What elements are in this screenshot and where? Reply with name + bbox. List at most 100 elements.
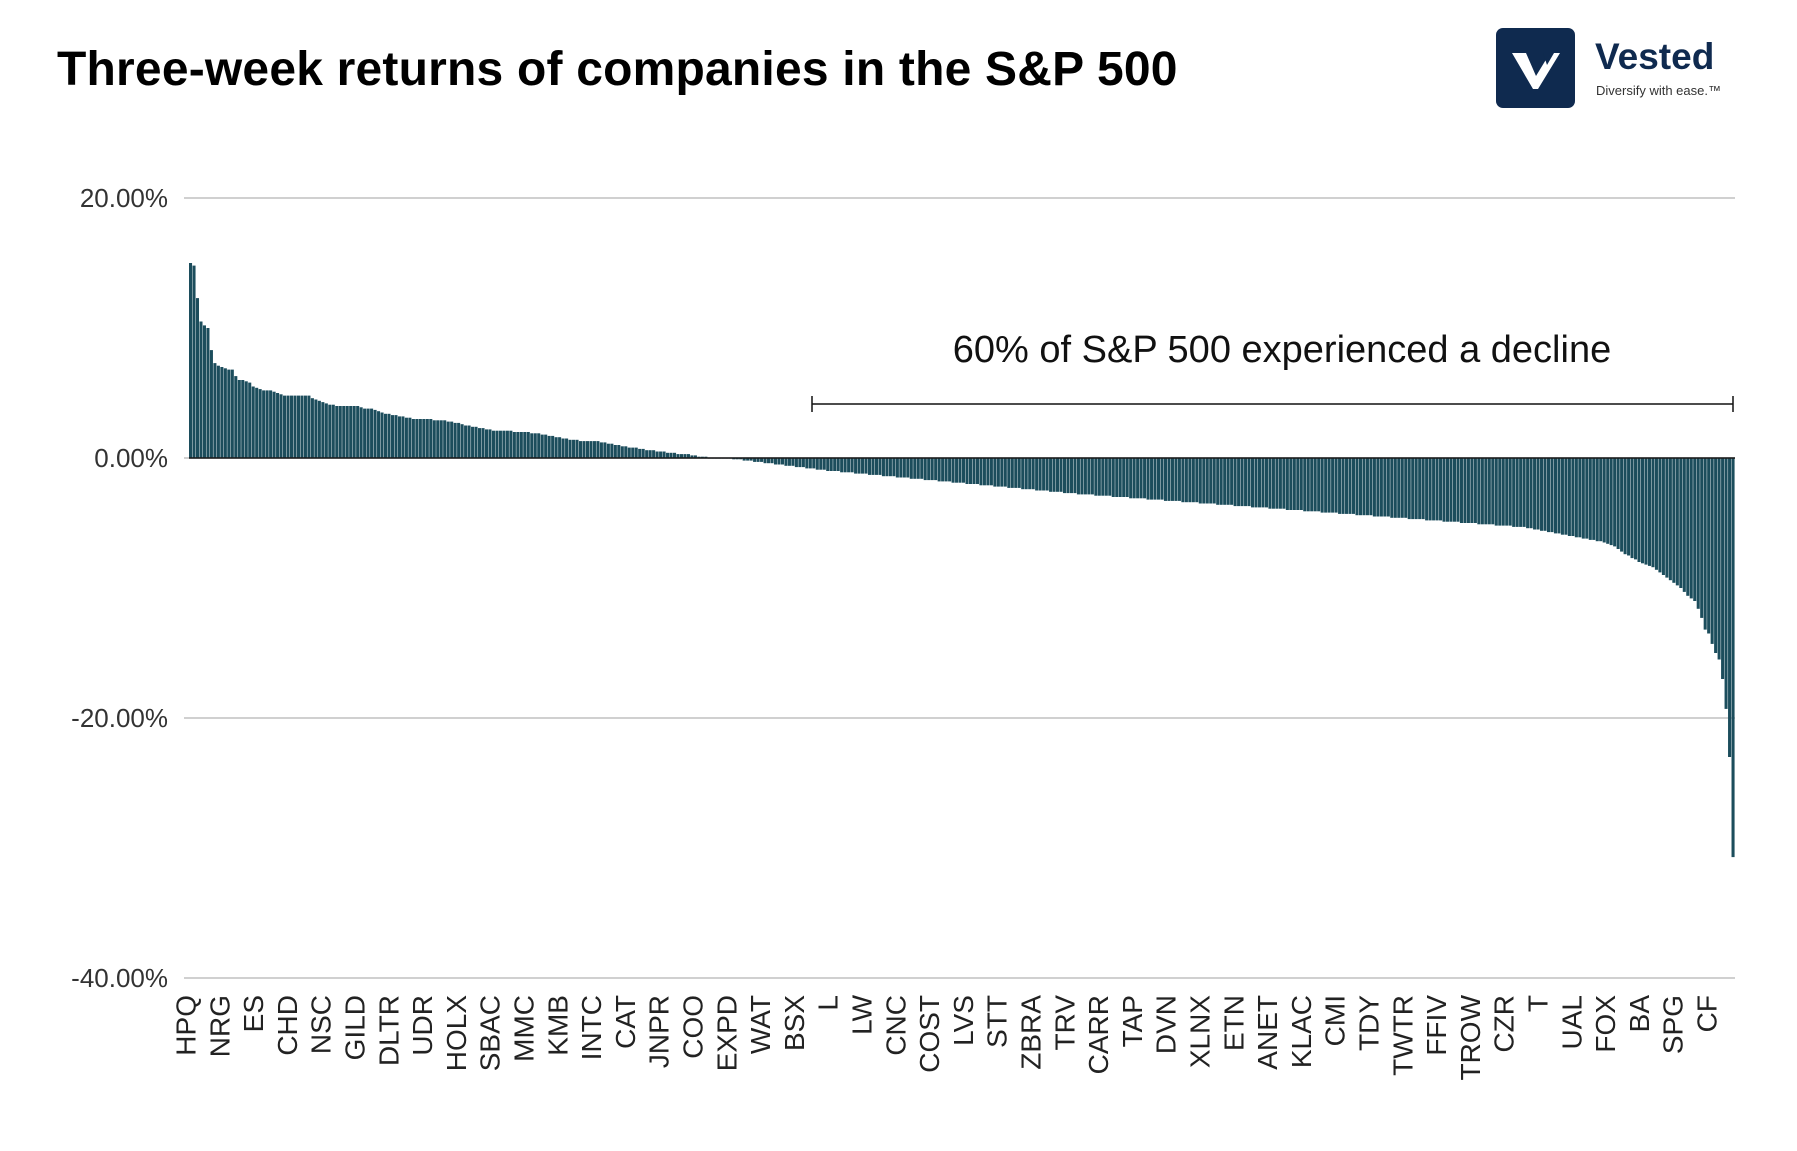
- bar: [1306, 458, 1310, 512]
- bar: [1320, 458, 1324, 513]
- bar: [773, 458, 778, 465]
- bar: [1017, 458, 1021, 488]
- x-tick-label: CHD: [272, 995, 303, 1056]
- bar: [1122, 458, 1126, 497]
- bar: [415, 419, 419, 458]
- bar: [551, 435, 555, 458]
- bar: [352, 406, 356, 458]
- bar: [1682, 458, 1686, 592]
- bar: [307, 395, 311, 458]
- bar: [1620, 458, 1624, 552]
- bar: [189, 263, 193, 458]
- bar: [1010, 458, 1014, 488]
- bar: [248, 382, 252, 458]
- bar: [1627, 458, 1631, 556]
- bar: [202, 325, 206, 458]
- x-tick-label: BA: [1624, 995, 1655, 1033]
- bar: [822, 458, 826, 470]
- bar: [1271, 458, 1275, 509]
- bar: [1233, 458, 1237, 507]
- bar: [387, 413, 391, 458]
- bar: [324, 403, 328, 458]
- bar: [1341, 458, 1345, 514]
- bar: [1299, 458, 1303, 510]
- bar: [843, 458, 847, 473]
- bar: [425, 419, 429, 458]
- bar: [1407, 458, 1411, 520]
- bar: [481, 428, 485, 458]
- bar: [749, 458, 753, 461]
- bar: [1101, 458, 1105, 496]
- bar: [610, 443, 614, 458]
- bar: [669, 452, 673, 458]
- bar: [366, 408, 370, 458]
- bar: [888, 458, 892, 477]
- bar: [641, 448, 645, 458]
- bar: [380, 412, 384, 458]
- bar: [317, 400, 321, 458]
- bar: [1365, 458, 1369, 516]
- bar: [1463, 458, 1467, 523]
- x-tick-label: T: [1523, 995, 1554, 1012]
- bar: [1668, 458, 1672, 581]
- bar: [819, 458, 823, 470]
- bar: [1616, 458, 1620, 549]
- bar: [965, 458, 969, 484]
- bar: [474, 426, 478, 458]
- x-tick-label: INTC: [576, 995, 607, 1060]
- bar: [359, 407, 363, 458]
- bar: [1658, 458, 1662, 573]
- bar: [1226, 458, 1230, 505]
- bar: [1310, 458, 1314, 512]
- bar: [1170, 458, 1174, 501]
- bar: [1369, 458, 1373, 516]
- bar: [283, 395, 287, 458]
- bar: [1505, 458, 1509, 526]
- bar: [770, 458, 774, 464]
- bar: [955, 458, 959, 483]
- bar: [968, 458, 973, 484]
- bar: [645, 450, 649, 458]
- bar: [1383, 458, 1387, 517]
- x-tick-label: LW: [847, 994, 878, 1034]
- bar: [1606, 458, 1610, 544]
- bar: [1038, 458, 1042, 491]
- bar: [763, 458, 767, 464]
- bar: [303, 395, 307, 458]
- bar: [370, 408, 374, 458]
- bar: [847, 458, 851, 473]
- bar: [1139, 458, 1143, 499]
- x-tick-label: SPG: [1658, 995, 1689, 1054]
- bar: [1035, 458, 1039, 491]
- x-tick-label: COST: [914, 995, 945, 1073]
- bar: [223, 368, 227, 458]
- bar: [1487, 458, 1491, 525]
- x-tick-label: CNC: [880, 995, 911, 1056]
- x-tick-label: DLTR: [373, 995, 404, 1066]
- bar: [1404, 458, 1408, 518]
- bar: [1710, 458, 1714, 644]
- bar: [937, 458, 941, 482]
- bar: [439, 420, 443, 458]
- bar: [756, 458, 760, 462]
- bar: [895, 458, 899, 478]
- bar: [1456, 458, 1460, 522]
- bar: [537, 433, 541, 458]
- bar: [1282, 458, 1286, 509]
- bar: [1397, 458, 1401, 518]
- bar: [1177, 458, 1181, 501]
- bar: [491, 430, 495, 458]
- x-tick-label: FOX: [1590, 995, 1621, 1053]
- bar: [1613, 458, 1617, 547]
- bar: [422, 419, 426, 458]
- y-tick-label: 0.00%: [94, 443, 168, 473]
- bar: [1303, 458, 1307, 512]
- bar: [192, 265, 196, 458]
- bar: [1257, 458, 1262, 508]
- bar: [572, 439, 576, 458]
- bar: [944, 458, 948, 482]
- bar: [397, 416, 401, 458]
- bar: [1254, 458, 1258, 508]
- bar: [1592, 458, 1596, 540]
- bar: [634, 447, 638, 458]
